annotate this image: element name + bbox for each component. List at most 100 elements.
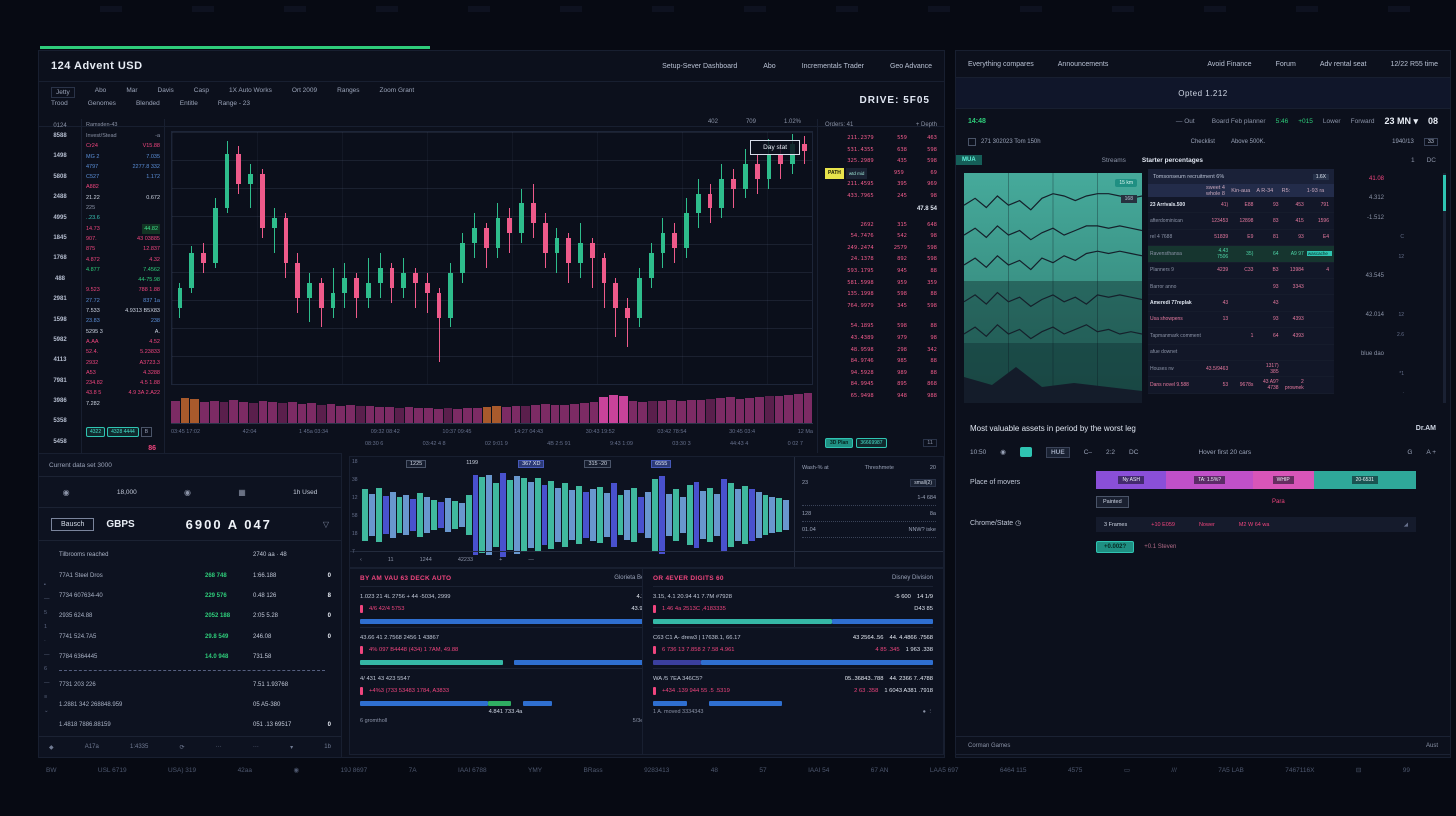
watchlist-row[interactable]: 875 12.837 bbox=[86, 244, 160, 254]
nav-item[interactable]: Setup-Sever Dashboard bbox=[662, 62, 738, 70]
mua-tag[interactable]: MUA bbox=[956, 155, 982, 165]
histogram-badge[interactable]: 1199 bbox=[466, 460, 479, 466]
orderbook-row[interactable]: 135.1998 598 88 bbox=[825, 289, 937, 301]
watchlist-row[interactable]: 4797 2277.8 332 bbox=[86, 162, 160, 172]
watchlist-row[interactable]: 43.8 5 4.9 3A 2.A22 bbox=[86, 388, 160, 398]
orderbook-row[interactable]: 764.9979 345 598 bbox=[825, 301, 937, 313]
footer-left-label[interactable]: Corman Games bbox=[968, 742, 1011, 749]
timeframe-dropdown[interactable]: 23 MN ▾ bbox=[1384, 115, 1418, 126]
table-row[interactable]: 7734 607634-40 229 576 0.48 126 8 bbox=[39, 586, 341, 606]
nav-item[interactable]: Announcements bbox=[1057, 60, 1109, 68]
ridgeline-area-chart[interactable]: 15 km 168 bbox=[963, 173, 1143, 403]
watchlist-button-2[interactable]: 4328 4444 bbox=[107, 427, 139, 437]
pager-item[interactable]: 1244 bbox=[419, 556, 432, 563]
toolbar-item[interactable]: Genomes bbox=[87, 100, 116, 107]
watchlist-row[interactable]: 7.282 bbox=[86, 399, 160, 409]
position-row[interactable]: 3.15, 4.1 20.94 41 7.7M #7928 -5 600 14 1/… bbox=[653, 586, 933, 624]
rail-icon[interactable]: · bbox=[44, 638, 46, 644]
nav-item[interactable]: Incrementals Trader bbox=[801, 62, 864, 70]
footer-tool[interactable]: 1b bbox=[324, 744, 331, 750]
toolbar-item[interactable]: Entitle bbox=[179, 100, 198, 107]
watchlist-row[interactable]: Cr24 V15.88 bbox=[86, 141, 160, 151]
rail-icon[interactable]: — bbox=[44, 596, 50, 602]
position-row[interactable]: C63 C1 A- drew3 | 17638.1, 66.17 43 2564.… bbox=[653, 627, 933, 665]
count-chip[interactable]: 33 bbox=[1423, 138, 1438, 146]
watchlist-row[interactable]: 27.72 837 1a bbox=[86, 296, 160, 306]
footer-tool[interactable]: ··· bbox=[215, 744, 222, 750]
order-id-button[interactable]: 36669987 bbox=[856, 438, 887, 448]
orderbook-row[interactable]: 54.7476 542 98 bbox=[825, 231, 937, 243]
toolbar-item[interactable]: Casp bbox=[193, 87, 209, 94]
toolbar-item[interactable]: 10:50 bbox=[970, 448, 987, 456]
watchlist-box-button[interactable]: B bbox=[140, 427, 153, 437]
watchlist-row[interactable]: 225 bbox=[86, 203, 160, 213]
column-header[interactable]: 1-93 ra bbox=[1306, 187, 1325, 194]
rail-icon[interactable]: — bbox=[44, 680, 50, 686]
table-row[interactable]: Houses rw 43.5/9463 1317) 385 bbox=[1148, 360, 1334, 378]
orderbook-row[interactable]: 211.4595 395 969 bbox=[825, 179, 937, 191]
table-row[interactable]: rel 4 7688 51839 E9 81 93 E4 bbox=[1148, 229, 1334, 247]
watchlist-row[interactable]: 23.83 238 bbox=[86, 316, 160, 326]
card-footer-right[interactable]: 5/3eum bbox=[633, 718, 651, 724]
orderbook-row[interactable]: 84.9945 895 868 bbox=[825, 379, 937, 391]
chevron-down-icon[interactable]: ▾ bbox=[290, 744, 294, 751]
toolbar-item[interactable]: Davis bbox=[157, 87, 174, 94]
frames-item[interactable]: 3 Frames bbox=[1104, 521, 1128, 528]
watchlist-row[interactable]: A882 bbox=[86, 182, 160, 192]
watchlist-row[interactable]: 2932 A3723.3 bbox=[86, 358, 160, 368]
orderbook-row[interactable]: 94.5928 989 88 bbox=[825, 368, 937, 380]
table-row[interactable]: afue downet bbox=[1148, 344, 1334, 361]
frames-item[interactable]: M2 W 64 wa bbox=[1238, 521, 1270, 528]
frames-item[interactable]: Nower bbox=[1198, 521, 1215, 528]
toolbar-item[interactable]: 2:2 bbox=[1106, 448, 1116, 456]
streams-label[interactable]: Streams bbox=[1101, 156, 1126, 164]
watchlist-row[interactable]: A53 4.3288 bbox=[86, 368, 160, 378]
toolbar-item[interactable]: Abo bbox=[94, 87, 107, 94]
user-icon[interactable]: ◉ bbox=[1000, 449, 1006, 456]
activity-histogram[interactable]: 1225 1199 367 XD 315 -20 6555 18 38 12 58 18 7 bbox=[350, 457, 795, 567]
watchlist-row[interactable]: 9.523 788 1.88 bbox=[86, 285, 160, 295]
watchlist-row[interactable]: 907. 43 03885 bbox=[86, 234, 160, 244]
diamond-icon[interactable]: ◆ bbox=[49, 744, 54, 751]
watchlist-row[interactable]: A.AA 4.52 bbox=[86, 337, 160, 347]
watchlist-row[interactable]: C527 1.172 bbox=[86, 172, 160, 182]
orderbook-row[interactable]: 48.9598 298 342 bbox=[825, 345, 937, 357]
column-header[interactable]: sweet 4 whole 8 bbox=[1206, 184, 1225, 197]
position-row[interactable]: WA /5 7EA 346C5? 05..36843..788 44. 2366 7… bbox=[653, 668, 933, 706]
gradient-segment[interactable]: 20-6531 bbox=[1313, 471, 1416, 489]
watchlist-row[interactable]: ..23.6 bbox=[86, 213, 160, 223]
histogram-badge[interactable]: 6555 bbox=[651, 460, 672, 468]
order-book-depth-toggle[interactable]: + Depth bbox=[915, 122, 937, 128]
table-row[interactable]: Usa showpens 13 93 4393 bbox=[1148, 311, 1334, 329]
toolbar-item[interactable]: 1X Auto Works bbox=[228, 87, 272, 94]
card-footer-left[interactable]: 6 gromtholl bbox=[360, 718, 388, 724]
nav-item[interactable]: Adv rental seat bbox=[1319, 60, 1367, 68]
nav-item[interactable]: 12/22 R55 time bbox=[1390, 60, 1438, 68]
toolbar-item[interactable]: Mar bbox=[126, 87, 138, 94]
table-row[interactable]: Barror anno 93 3343 bbox=[1148, 278, 1334, 296]
plan-button[interactable]: 3D Plan bbox=[825, 438, 854, 448]
toolbar-item[interactable]: Blended bbox=[135, 100, 160, 107]
watchlist-row[interactable]: 21.22 0.672 bbox=[86, 193, 160, 203]
table-row[interactable]: Ameredi 77replak 43 43 bbox=[1148, 295, 1334, 312]
toolbar-item[interactable]: Ort 2009 bbox=[291, 87, 318, 94]
orderbook-row[interactable]: 325.2989 435 598 bbox=[825, 156, 937, 168]
orderbook-row[interactable]: 531.4355 638 598 bbox=[825, 145, 937, 157]
table-row[interactable]: afterdominican 123453 12898 83 415 1596 bbox=[1148, 213, 1334, 230]
table-row[interactable]: 77A1 Steel Dros 268 748 1:66.188 0 bbox=[39, 565, 341, 585]
nav-item[interactable]: Abo bbox=[763, 62, 776, 70]
rail-icon[interactable]: 6 bbox=[44, 666, 48, 672]
nav-item[interactable]: Geo Advance bbox=[889, 62, 932, 70]
nav-item[interactable]: Forum bbox=[1275, 60, 1296, 68]
nav-item[interactable]: Avoid Finance bbox=[1207, 60, 1252, 68]
orderbook-row[interactable]: 249.2474 2579 598 bbox=[825, 243, 937, 255]
position-row[interactable]: 1.023 21 4L 2756 + 44 -5034, 29994.2574/… bbox=[360, 586, 651, 624]
footer-tool[interactable]: ··· bbox=[252, 744, 259, 750]
hue-button[interactable]: HUE bbox=[1045, 446, 1070, 458]
orderbook-row[interactable]: 43.4389 979 98 bbox=[825, 333, 937, 345]
orderbook-row[interactable]: 2692 315 648 bbox=[825, 220, 938, 232]
pager-item[interactable]: + bbox=[499, 556, 503, 563]
account-chip[interactable]: Bausch bbox=[51, 517, 95, 531]
table-row[interactable]: 1.4818 7886.88159 051 .13 69517 0 bbox=[39, 715, 341, 735]
position-row[interactable]: 43.66 41 2.7568 2456 1 43867 4% 097 B4448… bbox=[360, 627, 651, 665]
